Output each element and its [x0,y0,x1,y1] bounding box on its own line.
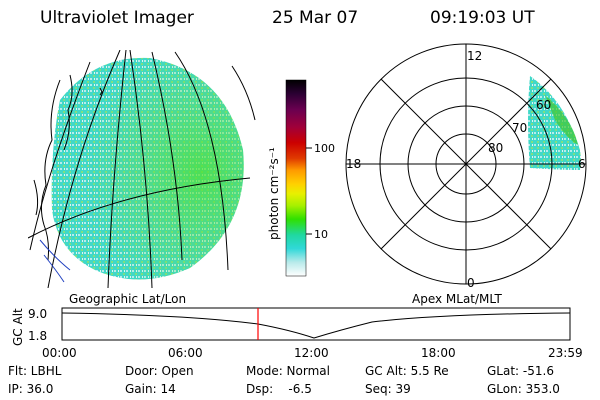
latitude-line [28,177,251,239]
timeline-xtick-1200: 12:00 [294,346,329,360]
meridian-grid [29,50,256,288]
status-dsp: Dsp: -6.5 [246,382,312,396]
timeline-ytick-top: 9.0 [28,307,47,321]
time-label: 09:19:03 UT [430,8,535,28]
coastline [33,74,103,261]
status-gain: Gain: 14 [125,382,176,396]
polar-image [528,76,581,170]
mlt-label-0: 0 [467,276,475,290]
status-glon: GLon: 353.0 [487,382,560,396]
polar-emission-patch [528,76,581,170]
status-door: Door: Open [125,364,194,378]
colorbar-tick-label-10: 10 [314,228,328,241]
mlt-label-18: 18 [346,157,361,171]
timeline-xtick-2359: 23:59 [548,346,583,360]
status-glat: GLat: -51.6 [487,364,554,378]
timeline-frame [61,307,571,341]
altitude-curve [61,312,571,339]
geographic-image [28,50,256,288]
date-label: 25 Mar 07 [272,8,359,28]
polar-panel-label: Apex MLat/MLT [412,292,502,306]
colorbar-tick-label-100: 100 [314,142,335,155]
timeline-xtick-1800: 18:00 [421,346,456,360]
timeline-xtick-0600: 06:00 [168,346,203,360]
mlat-label-70: 70 [512,121,527,135]
mlt-label-12: 12 [467,49,482,63]
mlt-label-6: 6 [578,157,586,171]
status-ip: IP: 36.0 [8,382,54,396]
status-mode: Mode: Normal [246,364,330,378]
timeline-ytick-bottom: 1.8 [28,329,47,343]
coastline-blue [39,239,71,283]
status-filter: Flt: LBHL [8,364,62,378]
status-seq: Seq: 39 [365,382,411,396]
colorbar [285,79,307,277]
mlat-label-60: 60 [536,98,551,112]
status-gc-alt: GC Alt: 5.5 Re [365,364,449,378]
geo-panel-label: Geographic Lat/Lon [69,292,186,306]
polar-grid [345,43,587,285]
timeline-axis-title: GC Alt [11,308,25,346]
mlat-label-80: 80 [488,141,503,155]
app-title: Ultraviolet Imager [40,8,194,28]
timeline-xtick-0000: 00:00 [42,346,77,360]
colorbar-unit-label: photon cm⁻²s⁻¹ [267,147,281,240]
